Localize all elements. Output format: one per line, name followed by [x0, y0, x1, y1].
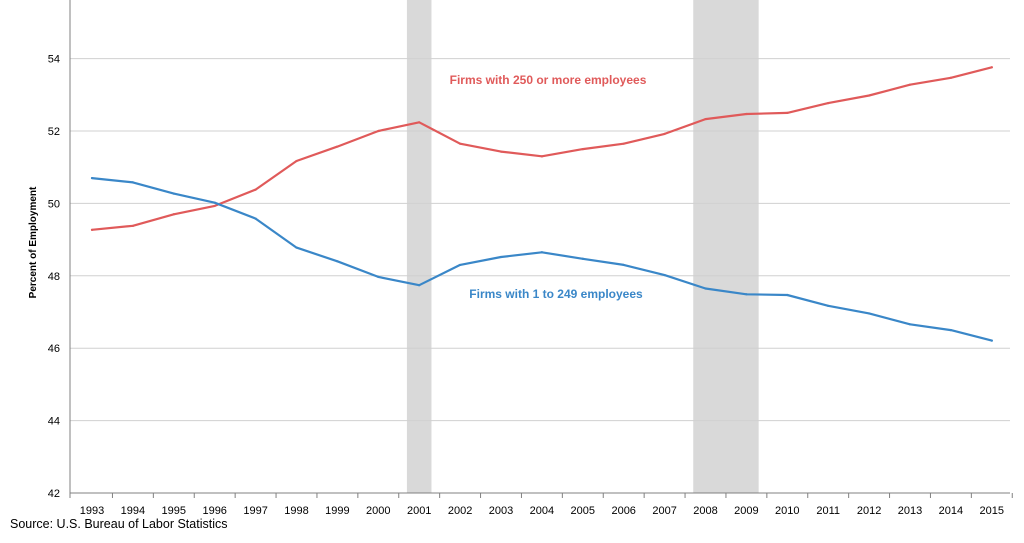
x-tick-label: 1997 — [243, 505, 267, 517]
data-point — [540, 155, 544, 158]
x-tick-label: 1995 — [162, 505, 186, 517]
x-tick-label: 2003 — [489, 505, 513, 517]
data-point — [990, 66, 993, 69]
x-tick-label: 2000 — [366, 505, 390, 517]
x-tick-label: 1994 — [121, 505, 145, 517]
data-point — [622, 263, 625, 267]
data-point — [336, 260, 339, 263]
y-tick-label: 50 — [48, 198, 60, 210]
data-point — [908, 323, 912, 326]
data-point — [172, 213, 175, 216]
x-tick-label: 2011 — [816, 505, 840, 517]
source-note: Source: U.S. Bureau of Labor Statistics — [10, 517, 228, 531]
data-point — [295, 246, 298, 249]
data-point — [786, 111, 789, 114]
x-tick-label: 1996 — [202, 505, 226, 517]
x-tick-label: 1999 — [325, 505, 349, 517]
data-point — [663, 132, 666, 135]
data-point — [622, 142, 625, 145]
x-tick-label: 2012 — [857, 505, 881, 517]
x-tick-label: 2014 — [939, 505, 963, 517]
y-tick-label: 42 — [48, 488, 60, 500]
y-tick-label: 48 — [48, 271, 60, 283]
data-point — [254, 188, 257, 191]
data-point — [868, 312, 871, 315]
x-tick-label: 2005 — [571, 505, 595, 517]
recession-band — [693, 0, 759, 493]
data-point — [213, 201, 216, 204]
data-point — [827, 102, 830, 105]
x-tick-label: 2007 — [652, 505, 676, 517]
data-point — [704, 117, 707, 121]
x-tick-label: 2002 — [448, 505, 472, 517]
recession-band — [406, 0, 432, 493]
x-tick-label: 2015 — [980, 505, 1004, 517]
y-tick-label: 46 — [48, 343, 60, 355]
data-point — [581, 257, 584, 260]
data-point — [704, 287, 707, 290]
data-point — [90, 176, 94, 180]
series-label: Firms with 250 or more employees — [450, 73, 647, 87]
data-point — [868, 94, 871, 97]
y-axis-title: Percent of Employment — [28, 186, 39, 298]
data-point — [336, 145, 339, 148]
data-point — [990, 339, 993, 342]
data-point — [499, 150, 503, 153]
data-point — [581, 148, 584, 151]
data-point — [908, 83, 912, 86]
series-line — [90, 177, 993, 342]
data-point — [131, 181, 134, 184]
data-point — [949, 76, 953, 79]
data-point — [172, 192, 175, 195]
data-point — [786, 293, 789, 297]
data-point — [213, 204, 216, 208]
data-point — [540, 251, 544, 254]
x-tick-label: 2006 — [611, 505, 635, 517]
x-tick-label: 2009 — [734, 505, 758, 517]
x-tick-label: 2008 — [693, 505, 717, 517]
x-tick-label: 2010 — [775, 505, 799, 517]
x-tick-label: 1998 — [284, 505, 308, 517]
y-tick-label: 52 — [48, 126, 60, 138]
data-point — [131, 224, 134, 227]
data-point — [90, 228, 94, 231]
data-point — [745, 293, 748, 296]
data-point — [827, 304, 830, 307]
data-point — [377, 129, 380, 133]
x-tick-label: 2004 — [530, 505, 554, 517]
data-point — [663, 273, 666, 277]
y-tick-label: 54 — [48, 54, 60, 66]
data-point — [377, 275, 380, 278]
data-point — [418, 121, 421, 124]
series-label: Firms with 1 to 249 employees — [469, 287, 643, 301]
x-tick-label: 2001 — [407, 505, 431, 517]
data-point — [295, 159, 298, 163]
data-point — [459, 142, 462, 145]
data-point — [459, 263, 462, 267]
series-line — [90, 66, 993, 231]
x-tick-label: 1993 — [80, 505, 104, 517]
data-point — [949, 329, 953, 332]
data-point — [418, 284, 421, 287]
data-point — [499, 255, 503, 259]
data-point — [745, 112, 748, 116]
data-point — [254, 217, 257, 220]
x-tick-label: 2013 — [898, 505, 922, 517]
y-tick-label: 44 — [48, 416, 60, 428]
